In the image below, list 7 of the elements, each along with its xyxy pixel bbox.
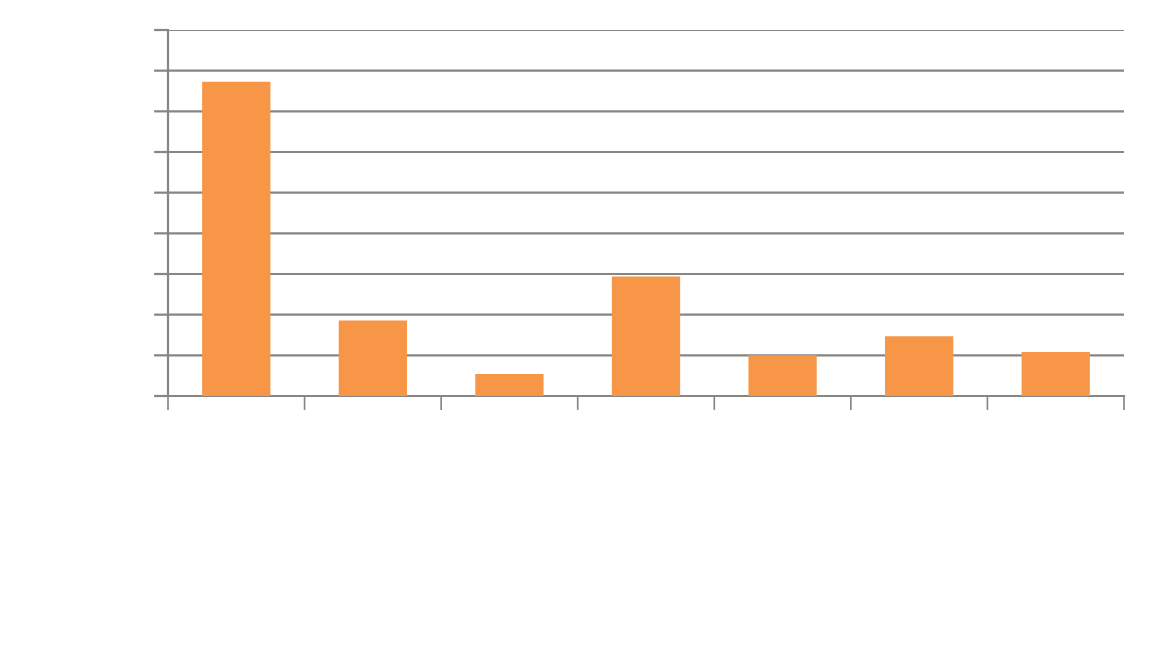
bar (611, 276, 681, 396)
bar (748, 355, 817, 396)
bar (1021, 352, 1090, 396)
bar (338, 320, 407, 396)
bar (202, 81, 271, 396)
bar (475, 374, 544, 396)
bar (885, 336, 954, 396)
